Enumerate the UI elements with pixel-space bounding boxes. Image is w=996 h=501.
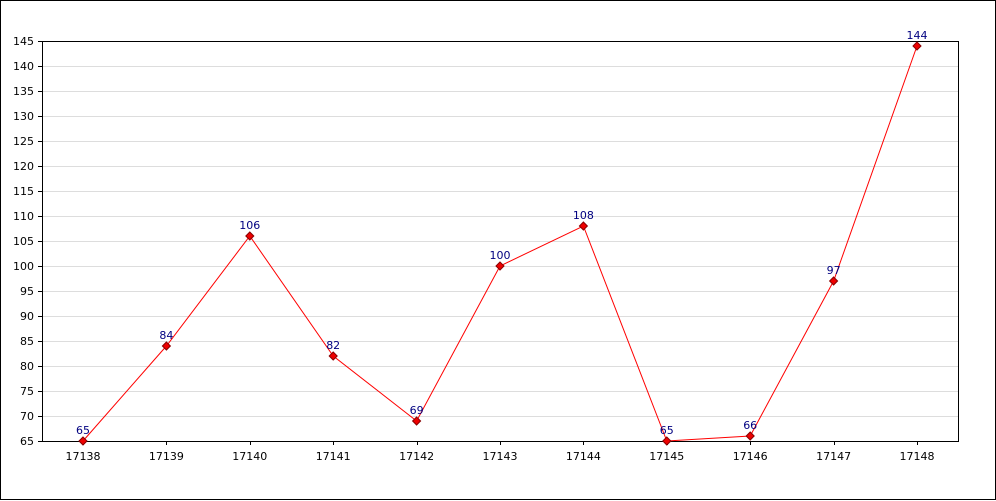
y-tick-label: 105 bbox=[13, 235, 34, 248]
data-label: 106 bbox=[239, 219, 260, 232]
y-tick-label: 115 bbox=[13, 185, 34, 198]
y-tick-label: 120 bbox=[13, 160, 34, 173]
data-point bbox=[828, 276, 839, 286]
data-point bbox=[578, 221, 589, 231]
x-tick-label: 17148 bbox=[900, 450, 935, 463]
grid-lines bbox=[42, 66, 958, 417]
data-point bbox=[161, 341, 172, 351]
data-label: 69 bbox=[410, 404, 424, 417]
data-label: 97 bbox=[827, 264, 841, 277]
data-label: 65 bbox=[660, 424, 674, 437]
x-tick-label: 17138 bbox=[66, 450, 101, 463]
x-tick-label: 17141 bbox=[316, 450, 351, 463]
data-label: 82 bbox=[326, 339, 340, 352]
x-tick-label: 17142 bbox=[399, 450, 434, 463]
data-point bbox=[662, 436, 672, 446]
y-tick-label: 85 bbox=[20, 335, 34, 348]
y-tick-label: 80 bbox=[20, 360, 34, 373]
y-tick-label: 100 bbox=[13, 260, 34, 273]
x-tick-label: 17146 bbox=[733, 450, 768, 463]
data-point bbox=[912, 41, 922, 51]
data-label: 66 bbox=[743, 419, 757, 432]
y-tick-label: 75 bbox=[20, 385, 34, 398]
data-labels: 65 84 106 82 69 100 108 65 66 97 144 bbox=[76, 29, 928, 437]
y-tick-label: 90 bbox=[20, 310, 34, 323]
y-tick-label: 135 bbox=[13, 85, 34, 98]
data-label: 84 bbox=[159, 329, 173, 342]
y-tick-label: 145 bbox=[13, 35, 34, 48]
series-line-layer bbox=[82, 45, 918, 442]
data-point bbox=[78, 436, 88, 446]
x-tick-label: 17145 bbox=[649, 450, 684, 463]
x-tick-label: 17139 bbox=[149, 450, 184, 463]
data-label: 65 bbox=[76, 424, 90, 437]
data-label: 108 bbox=[573, 209, 594, 222]
x-tick-label: 17143 bbox=[483, 450, 518, 463]
y-tick-label: 65 bbox=[20, 435, 34, 448]
y-tick-label: 130 bbox=[13, 110, 34, 123]
data-label: 144 bbox=[907, 29, 928, 42]
x-tick-label: 17147 bbox=[816, 450, 851, 463]
data-label: 100 bbox=[490, 249, 511, 262]
data-point-markers bbox=[78, 41, 922, 446]
data-point bbox=[245, 231, 255, 241]
y-tick-label: 95 bbox=[20, 285, 34, 298]
y-tick-label: 140 bbox=[13, 60, 34, 73]
y-tick-label: 125 bbox=[13, 135, 34, 148]
data-point bbox=[328, 351, 338, 361]
series-line bbox=[82, 45, 918, 442]
data-point bbox=[745, 431, 755, 441]
y-tick-label: 70 bbox=[20, 410, 34, 423]
y-axis-ticks: 65 70 75 80 85 90 95 100 105 110 115 120 125 130 135 14… bbox=[13, 35, 42, 448]
data-point bbox=[411, 416, 422, 426]
plot-area bbox=[42, 41, 959, 442]
x-axis-ticks: 17138 17139 17140 17141 17142 17143 17144 17145… bbox=[66, 441, 935, 463]
y-tick-label: 110 bbox=[13, 210, 34, 223]
data-point bbox=[495, 261, 505, 271]
x-tick-label: 17140 bbox=[232, 450, 267, 463]
x-tick-label: 17144 bbox=[566, 450, 601, 463]
